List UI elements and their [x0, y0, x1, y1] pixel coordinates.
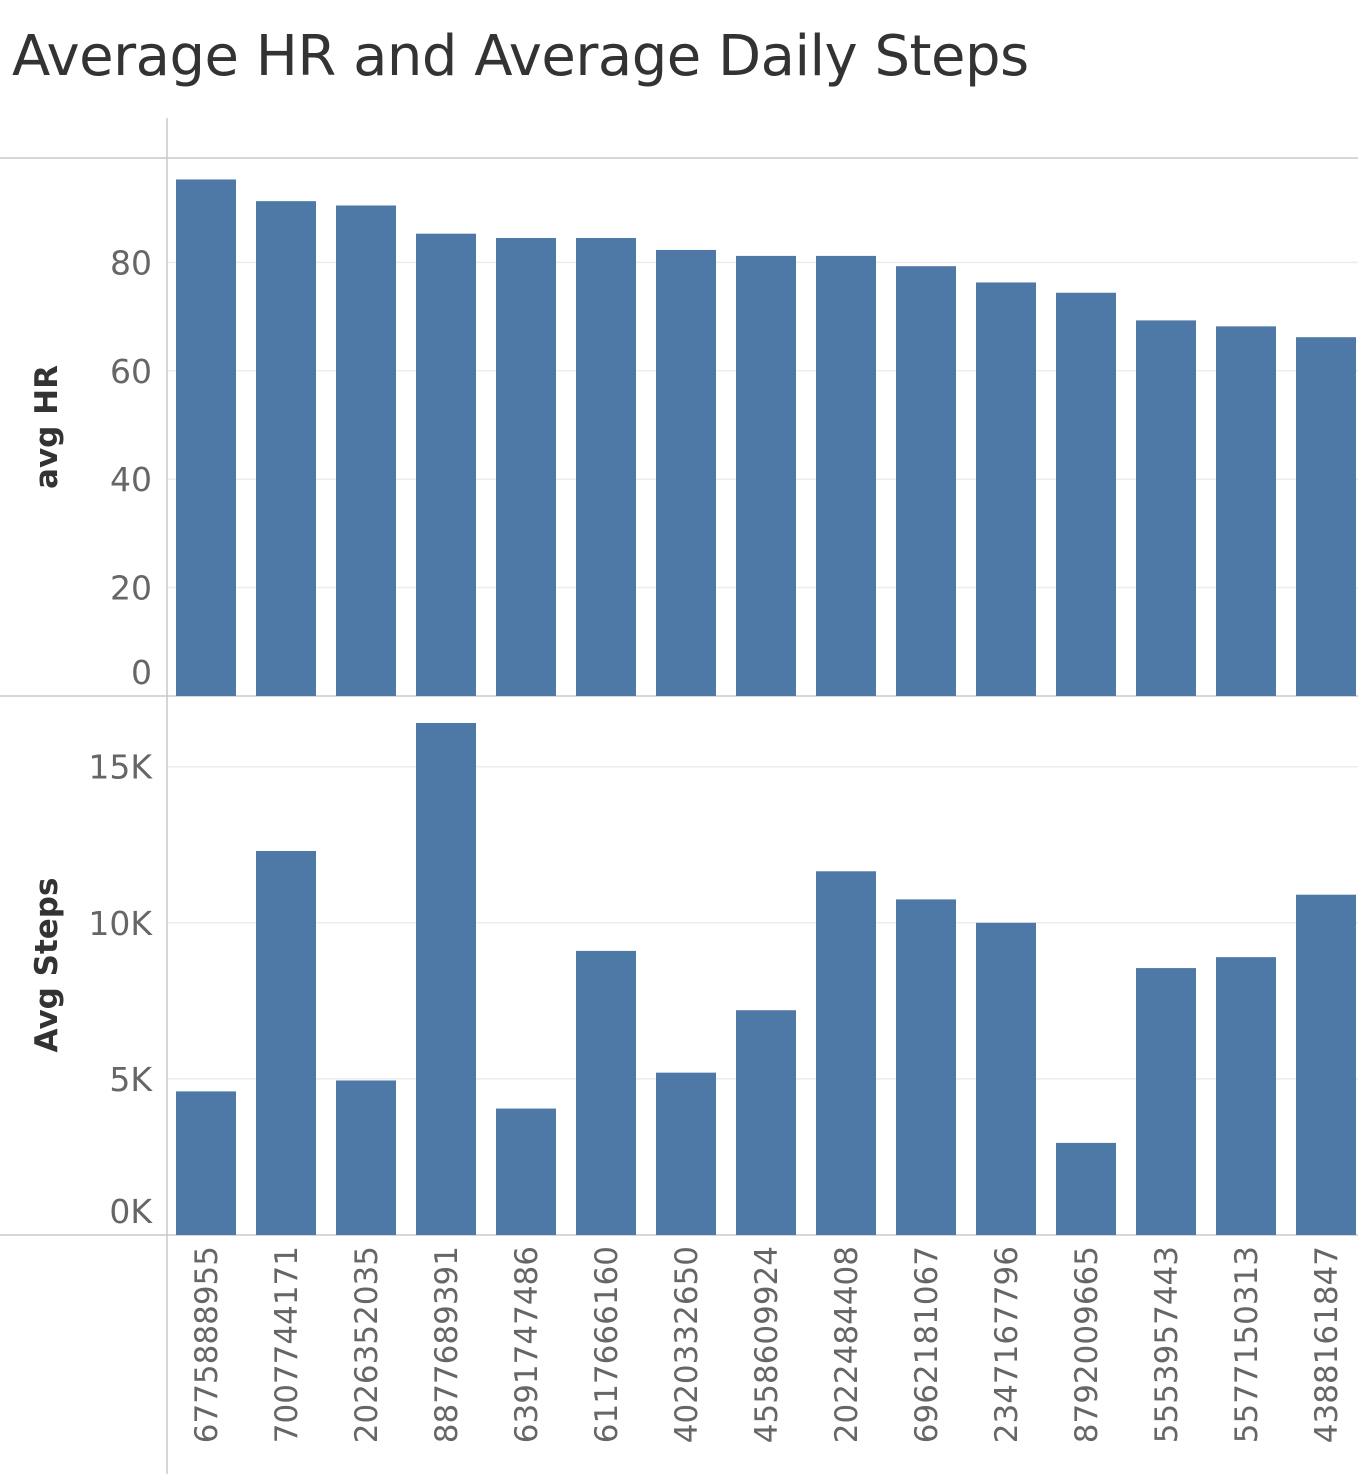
x-tick-label: 4388161847	[1309, 1246, 1345, 1443]
bar	[656, 249, 716, 696]
bar	[816, 255, 876, 696]
bar	[736, 1010, 796, 1235]
bar	[576, 238, 636, 696]
x-tick-label: 2022484408	[829, 1246, 865, 1443]
bar	[1296, 337, 1356, 696]
y-tick-label: 40	[110, 460, 152, 499]
bar	[416, 722, 476, 1235]
y-tick-label: 10K	[88, 904, 153, 943]
bar	[976, 922, 1036, 1235]
x-tick-label: 5577150313	[1229, 1246, 1265, 1443]
y-tick-label: 20	[110, 569, 152, 608]
x-tick-label: 8877689391	[429, 1246, 465, 1443]
bar	[896, 266, 956, 696]
bar	[1136, 320, 1196, 696]
x-tick-label: 2347167796	[989, 1246, 1025, 1443]
y-tick-label: 0K	[109, 1192, 153, 1231]
x-tick-label: 4020332650	[669, 1246, 705, 1443]
bar	[1136, 968, 1196, 1235]
x-tick-label: 2026352035	[349, 1246, 385, 1443]
bar	[576, 950, 636, 1235]
bar	[1216, 326, 1276, 696]
y-axis-title: avg HR	[29, 365, 65, 489]
x-tick-label: 5553957443	[1149, 1246, 1185, 1443]
x-tick-label: 8792009665	[1069, 1246, 1105, 1443]
bars	[176, 179, 1356, 1235]
bar	[1056, 292, 1116, 696]
labels: 0 20 40 60 80 avg HR 0K 5K 10K 15K Avg Steps 677588…	[29, 243, 1345, 1443]
y-tick-label: 15K	[88, 748, 153, 787]
bar	[656, 1072, 716, 1235]
bar	[496, 1108, 556, 1235]
chart-title: Average HR and Average Daily Steps	[12, 24, 1029, 89]
bar	[176, 1091, 236, 1235]
bar	[336, 205, 396, 697]
bar	[416, 233, 476, 696]
y-tick-label: 0	[131, 653, 152, 692]
x-tick-label: 6962181067	[909, 1246, 945, 1443]
bar	[816, 871, 876, 1235]
bar	[496, 238, 556, 696]
bar	[1296, 894, 1356, 1235]
y-axis-title: Avg Steps	[29, 878, 65, 1053]
bar	[256, 201, 316, 697]
x-tick-label: 4558609924	[749, 1246, 785, 1443]
bar	[736, 255, 796, 696]
bar	[896, 899, 956, 1235]
bar	[176, 179, 236, 696]
y-tick-label: 60	[110, 352, 152, 391]
bar	[1056, 1142, 1116, 1235]
y-tick-label: 80	[110, 243, 152, 282]
y-tick-label: 5K	[109, 1060, 153, 1099]
x-tick-label: 6117666160	[589, 1246, 625, 1443]
x-tick-label: 6775888955	[189, 1246, 225, 1443]
bar	[256, 850, 316, 1235]
x-tick-label: 6391747486	[509, 1246, 545, 1443]
bar	[976, 282, 1036, 696]
x-tick-label: 7007744171	[269, 1246, 305, 1443]
bar	[336, 1080, 396, 1235]
bar	[1216, 957, 1276, 1235]
